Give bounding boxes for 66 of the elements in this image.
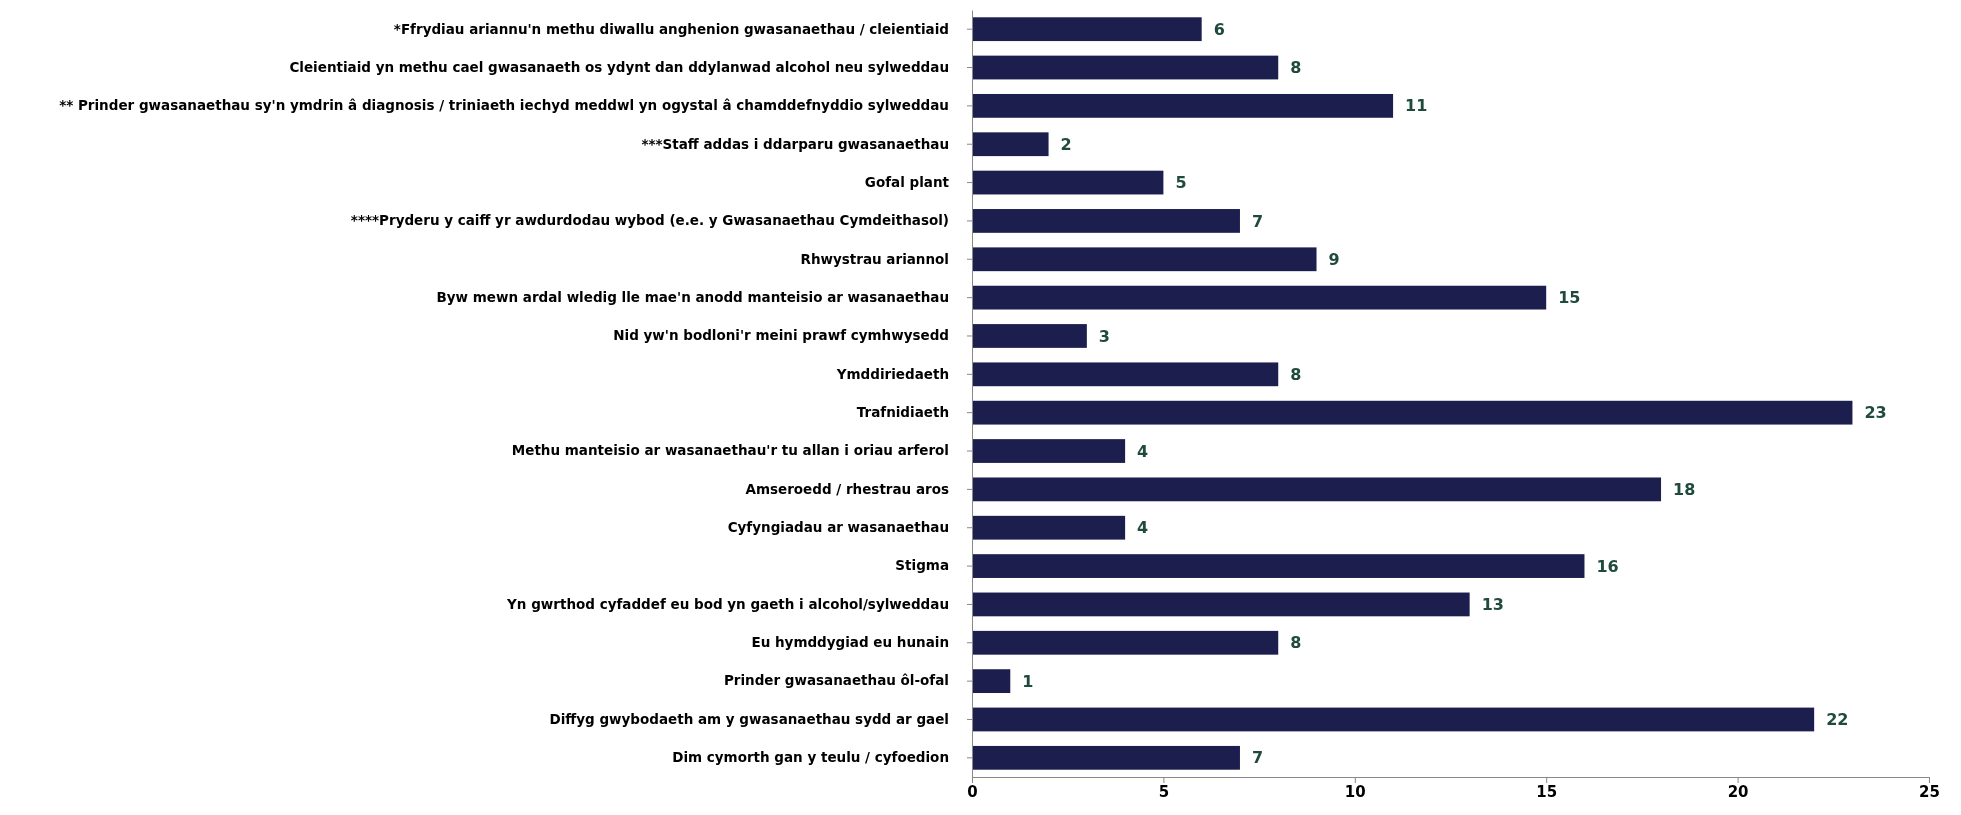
data-label: 5 — [1175, 173, 1187, 193]
bar — [972, 93, 1394, 118]
data-label: 18 — [1673, 479, 1696, 499]
data-label: 8 — [1290, 364, 1302, 384]
y-tick-label: Eu hymddygiad eu hunain — [751, 634, 949, 651]
bar — [972, 285, 1547, 310]
y-tick-label: ** Prinder gwasanaethau sy'n ymdrin â diagnosis / triniaeth iechyd meddwl yn ogystal â chamddefnyddio sylweddau — [59, 97, 949, 114]
data-label: 7 — [1251, 211, 1264, 231]
data-label: 1 — [1022, 671, 1034, 691]
bar — [972, 669, 1011, 694]
y-tick-label: Trafnidiaeth — [856, 403, 949, 420]
data-label: 15 — [1558, 288, 1581, 308]
y-tick-label: Stigma — [895, 557, 949, 574]
bar — [972, 477, 1662, 502]
bar — [972, 630, 1279, 655]
y-tick-label: Nid yw'n bodloni'r meini prawf cymhwysedd — [613, 327, 949, 344]
bar — [972, 592, 1470, 617]
bar — [972, 170, 1164, 195]
y-tick-label: Rhwystrau ariannol — [800, 250, 949, 267]
data-label: 3 — [1098, 326, 1110, 346]
y-tick-label: ***Staff addas i ddarparu gwasanaethau — [641, 135, 949, 152]
x-tick-label: 25 — [1919, 782, 1940, 801]
bar — [972, 439, 1126, 463]
bar — [972, 132, 1049, 157]
y-tick-label: Cleientiaid yn methu cael gwasanaeth os ydynt dan ddylanwad alcohol neu sylweddau — [289, 58, 949, 75]
y-tick-label: Amseroedd / rhestrau aros — [745, 480, 949, 497]
bar — [972, 55, 1279, 80]
bar — [972, 247, 1317, 272]
y-tick-label: Yn gwrthod cyfaddef eu bod yn gaeth i alcohol/sylweddau — [506, 595, 949, 612]
data-label: 22 — [1826, 710, 1849, 730]
y-tick-label: *Ffrydiau ariannu'n methu diwallu anghenion gwasanaethau / cleientiaid — [393, 20, 949, 37]
y-tick-label: Cyfyngiadau ar wasanaethau — [727, 519, 949, 536]
data-label: 4 — [1137, 518, 1149, 538]
bar — [972, 515, 1126, 540]
y-tick-label: Methu manteisio ar wasanaethau'r tu allan i oriau arferol — [511, 442, 949, 459]
data-label: 2 — [1060, 134, 1072, 154]
data-label: 8 — [1290, 633, 1302, 653]
data-label: 7 — [1251, 748, 1264, 768]
x-tick-label: 5 — [1158, 782, 1170, 801]
y-tick-label: Diffyg gwybodaeth am y gwasanaethau sydd ar gael — [549, 710, 949, 727]
y-tick-label: Byw mewn ardal wledig lle mae'n anodd manteisio ar wasanaethau — [436, 288, 949, 305]
bar — [972, 745, 1240, 770]
data-label: 6 — [1213, 19, 1225, 39]
data-label: 23 — [1864, 403, 1887, 423]
y-tick-label: Ymddiriedaeth — [835, 365, 949, 382]
data-label: 9 — [1328, 249, 1340, 269]
x-tick-label: 20 — [1727, 782, 1749, 801]
bar — [972, 324, 1087, 348]
bar — [972, 17, 1202, 42]
bar — [972, 362, 1279, 387]
bar — [972, 400, 1853, 425]
y-tick-label: Prinder gwasanaethau ôl-ofal — [723, 672, 949, 689]
data-label: 8 — [1290, 58, 1302, 78]
bar — [972, 209, 1240, 233]
data-label: 13 — [1481, 595, 1504, 615]
data-label: 4 — [1137, 441, 1149, 461]
bar — [972, 554, 1585, 578]
x-tick-label: 10 — [1344, 782, 1366, 801]
data-label: 11 — [1405, 96, 1428, 116]
y-tick-label: ****Pryderu y caiff yr awdurdodau wybod (e.e. y Gwasanaethau Cymdeithasol) — [350, 212, 949, 229]
y-tick-label: Gofal plant — [864, 173, 950, 190]
y-tick-label: Dim cymorth gan y teulu / cyfoedion — [672, 749, 949, 766]
data-label: 16 — [1596, 556, 1619, 576]
bar — [972, 707, 1815, 732]
x-tick-label: 0 — [967, 782, 978, 801]
x-tick-label: 15 — [1536, 782, 1558, 801]
